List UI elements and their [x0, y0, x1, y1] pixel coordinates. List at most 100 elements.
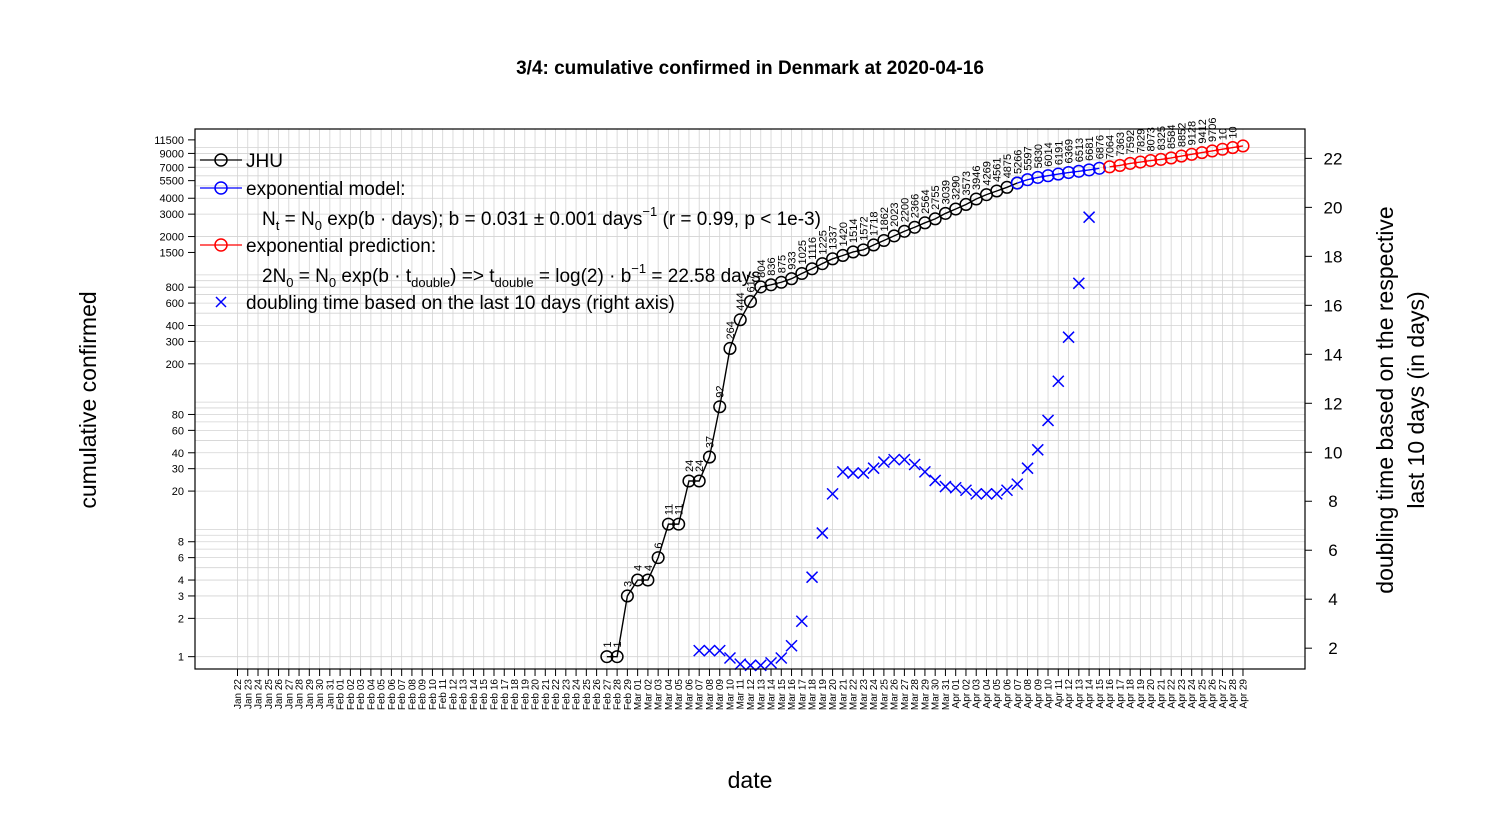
data-point-x-stroke [970, 487, 983, 500]
x-tick-label: Mar 07 [695, 679, 706, 711]
x-tick-label: Feb 23 [561, 679, 572, 711]
data-point [1072, 164, 1086, 178]
point-label: 1025 [797, 240, 809, 264]
x-tick-label: Apr 02 [961, 679, 972, 709]
point-label: 617 [746, 274, 758, 292]
data-point [1164, 151, 1178, 165]
x-tick-label: Mar 04 [664, 679, 675, 711]
data-point [846, 245, 860, 259]
data-point [1205, 144, 1219, 158]
data-point [723, 341, 737, 356]
x-tick-label: Feb 01 [336, 679, 347, 711]
data-point [743, 295, 758, 309]
x-tick-label: Jan 27 [284, 679, 295, 709]
data-point-x [806, 571, 819, 584]
point-label: 7829 [1135, 129, 1147, 153]
data-point [1103, 160, 1117, 174]
x-tick-label: Feb 28 [613, 679, 624, 711]
data-point-x-stroke [785, 639, 798, 652]
point-label: 10 [1217, 128, 1229, 140]
point-label: 4269 [981, 161, 993, 185]
x-tick-label: Mar 14 [767, 679, 778, 711]
point-label: 92 [715, 385, 727, 397]
point-label: 1337 [828, 225, 840, 249]
x-tick-label: Apr 16 [1105, 679, 1116, 709]
y-left-tick-label: 4 [178, 575, 184, 587]
point-label: 5597 [1023, 146, 1035, 170]
y-left-tick-label: 6 [178, 553, 184, 565]
data-point [1020, 173, 1035, 187]
data-point [754, 280, 768, 294]
data-point [682, 474, 696, 488]
x-tick-label: Feb 24 [572, 679, 583, 711]
point-label: 11 [663, 504, 675, 515]
x-tick-label: Apr 07 [1013, 679, 1024, 709]
point-label: 11 [674, 504, 686, 515]
data-point-x [980, 487, 993, 500]
x-tick-label: Feb 11 [438, 679, 449, 710]
data-point-x-stroke [949, 481, 962, 494]
point-label: 8325 [1156, 126, 1168, 150]
data-point-x [857, 467, 870, 480]
x-tick-label: Feb 20 [531, 679, 542, 711]
legend: JHU exponential model: Nt = N0 exp(b · d… [200, 151, 821, 314]
point-label: 7592 [1125, 130, 1137, 154]
x-tick-label: Mar 15 [777, 679, 788, 711]
x-tick-label: Mar 25 [879, 679, 890, 711]
legend-doubling-marker [215, 296, 227, 308]
point-label: 6191 [1053, 141, 1065, 165]
data-point-x-stroke [1021, 462, 1034, 475]
x-tick-label: Apr 27 [1218, 679, 1229, 709]
x-tick-label: Mar 28 [910, 679, 921, 711]
x-tick-label: Apr 01 [951, 679, 962, 709]
point-label: 9706 [1207, 117, 1219, 141]
x-tick-label: Feb 13 [459, 679, 470, 711]
data-point-x [775, 651, 788, 665]
point-label: 4 [643, 565, 655, 571]
point-label: 4875 [1002, 154, 1014, 178]
point-label: 1420 [838, 222, 850, 246]
data-point [661, 517, 675, 531]
data-point-x-stroke [918, 465, 931, 478]
data-point-x [826, 487, 839, 500]
y-left-tick-label: 40 [172, 448, 184, 460]
x-tick-label: Mar 10 [725, 679, 736, 711]
data-point-x [764, 656, 778, 669]
y-right-tick-label: 22 [1324, 149, 1343, 168]
x-tick-label: Apr 21 [1156, 679, 1167, 709]
x-tick-label: Apr 03 [972, 679, 983, 709]
x-tick-label: Mar 06 [684, 679, 695, 711]
x-tick-label: Feb 25 [582, 679, 593, 711]
y-axis-right: 2 4 6 8 10 12 14 16 18 20 22 [1305, 149, 1342, 658]
x-tick-label: Mar 13 [756, 679, 767, 711]
x-tick-label: Feb 22 [551, 679, 562, 711]
point-label: 9128 [1187, 121, 1199, 145]
data-point-x-stroke [847, 467, 860, 480]
data-point [1185, 147, 1199, 161]
data-point [610, 650, 624, 664]
point-label: 933 [787, 251, 799, 269]
x-axis-label: date [728, 767, 773, 793]
data-point-x [713, 644, 726, 657]
point-label: 2023 [889, 202, 901, 226]
y-left-tick-label: 2000 [160, 232, 184, 244]
x-tick-label: Apr 24 [1187, 679, 1198, 709]
x-tick-label: Feb 26 [592, 679, 603, 711]
y-left-tick-label: 20 [172, 486, 184, 498]
y-left-tick-label: 800 [166, 282, 184, 294]
x-tick-label: Mar 30 [931, 679, 942, 711]
data-point [631, 573, 645, 587]
data-point-x [990, 487, 1003, 500]
data-point [1113, 158, 1127, 172]
data-point-x-stroke [806, 571, 819, 584]
x-tick-label: Apr 04 [982, 679, 993, 709]
point-label: 9412 [1197, 119, 1209, 143]
x-tick-label: Feb 15 [479, 679, 490, 711]
data-point-x-stroke [877, 456, 890, 469]
x-tick-label: Feb 06 [387, 679, 398, 711]
x-axis: Jan 22 Jan 23 Jan 24 Jan 25 Jan 26 Jan 27 Jan … [233, 669, 1249, 710]
x-tick-label: Feb 05 [377, 679, 388, 711]
data-point [713, 400, 727, 414]
point-label: 6 [653, 543, 665, 549]
data-point-x-stroke [703, 644, 716, 657]
